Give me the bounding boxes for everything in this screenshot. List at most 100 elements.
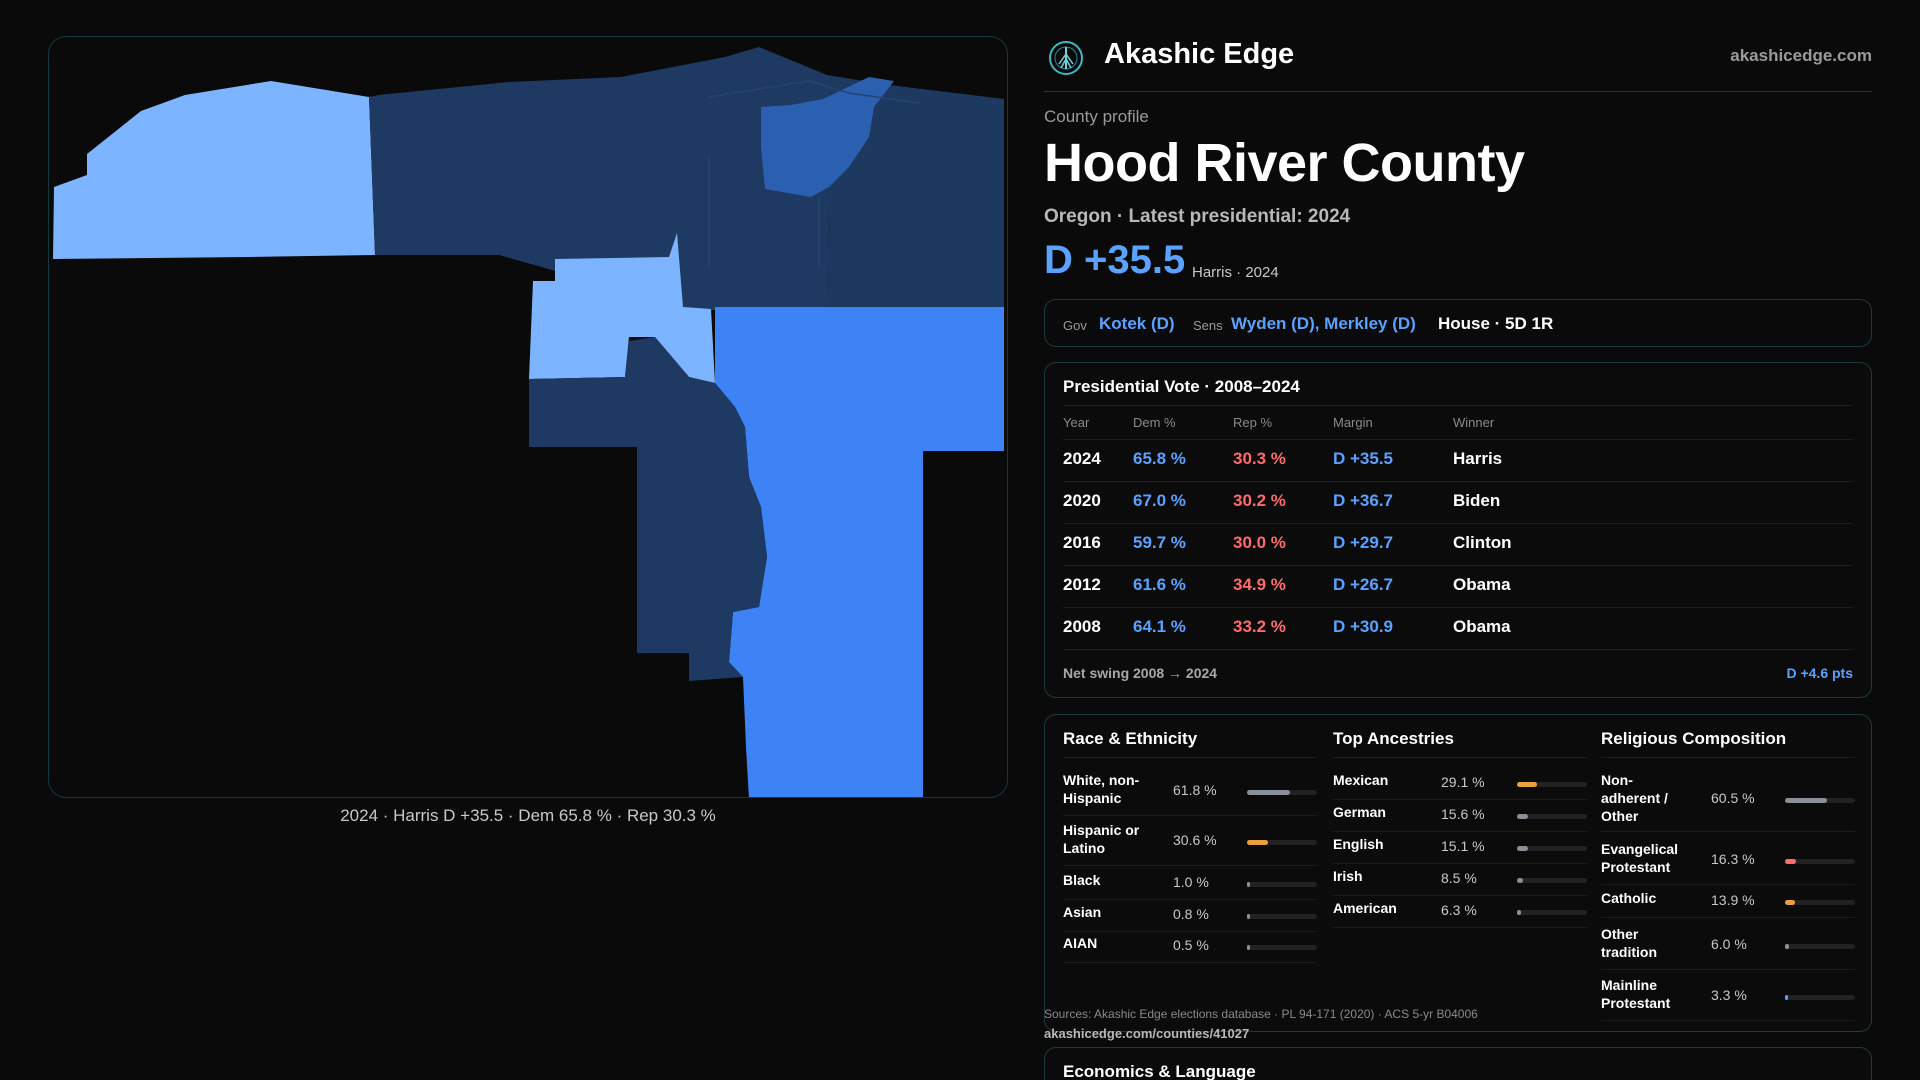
site-header: Akashic Edge akashicedge.com	[1044, 36, 1872, 92]
religion-label: Catholic	[1601, 890, 1657, 906]
margin-cell: D +36.7	[1333, 491, 1394, 510]
county-url[interactable]: akashicedge.com/counties/41027	[1044, 1026, 1250, 1041]
race-label: Black	[1063, 872, 1101, 888]
gov-value[interactable]: Kotek (D)	[1099, 314, 1175, 333]
race-bar-track	[1247, 839, 1317, 845]
map-precinct[interactable]	[761, 77, 894, 197]
list-item: Mainline Protestant 3.3 %	[1601, 976, 1855, 1021]
race-percent: 0.5 %	[1173, 937, 1209, 953]
ancestry-label: Irish	[1333, 868, 1363, 884]
race-bar-fill	[1247, 881, 1250, 887]
presidential-vote-card: Presidential Vote · 2008–2024 Year Dem %…	[1044, 362, 1872, 698]
ancestry-bar-fill	[1517, 781, 1538, 787]
ancestry-bar-track	[1517, 813, 1587, 819]
tree-icon[interactable]	[1048, 40, 1084, 76]
ancestry-title: Top Ancestries	[1333, 729, 1454, 748]
ancestry-percent: 29.1 %	[1441, 774, 1485, 790]
dem-cell: 65.8 %	[1133, 449, 1186, 468]
margin-cell: D +35.5	[1333, 449, 1394, 468]
site-domain-link[interactable]: akashicedge.com	[1730, 46, 1872, 65]
religion-bar-track	[1785, 858, 1855, 864]
dem-cell: 64.1 %	[1133, 617, 1186, 636]
demographics-card: Race & Ethnicity Top Ancestries Religiou…	[1044, 714, 1872, 1032]
race-bar-fill	[1247, 839, 1269, 845]
race-label: Hispanic or Latino	[1063, 822, 1140, 856]
list-item: Black 1.0 %	[1063, 871, 1317, 900]
race-bar-fill	[1247, 789, 1291, 795]
winner-cell: Biden	[1453, 491, 1501, 510]
year-cell: 2008	[1063, 617, 1101, 636]
sources-note: Sources: Akashic Edge elections database…	[1044, 1007, 1478, 1021]
ancestry-percent: 15.1 %	[1441, 838, 1485, 854]
ancestry-label: American	[1333, 900, 1397, 916]
year-cell: 2024	[1063, 449, 1101, 468]
religion-label: Mainline Protestant	[1601, 977, 1671, 1011]
race-bar-track	[1247, 944, 1317, 950]
presidential-title: Presidential Vote · 2008–2024	[1063, 377, 1300, 396]
religion-bar-track	[1785, 943, 1855, 949]
rep-cell: 30.3 %	[1233, 449, 1286, 468]
religion-bar-track	[1785, 899, 1855, 905]
winner-cell: Harris	[1453, 449, 1503, 468]
list-item: Evangelical Protestant 16.3 %	[1601, 840, 1855, 885]
year-cell: 2012	[1063, 575, 1101, 594]
county-map-svg[interactable]	[49, 37, 1008, 798]
religion-label: Non-adherent / Other	[1601, 772, 1668, 824]
rep-cell: 30.2 %	[1233, 491, 1286, 510]
col-header-year: Year	[1063, 415, 1090, 430]
map-precinct[interactable]	[529, 233, 715, 383]
race-bar-track	[1247, 881, 1317, 887]
religion-percent: 60.5 %	[1711, 790, 1755, 806]
religion-bar-fill	[1785, 797, 1828, 803]
religion-percent: 16.3 %	[1711, 851, 1755, 867]
ancestry-bar-track	[1517, 845, 1587, 851]
col-header-dem: Dem %	[1133, 415, 1176, 430]
race-percent: 30.6 %	[1173, 832, 1217, 848]
religion-bar-track	[1785, 994, 1855, 1000]
net-swing-label: Net swing 2008 → 2024	[1063, 665, 1218, 681]
map-precinct[interactable]	[827, 75, 1004, 307]
dem-cell: 59.7 %	[1133, 533, 1186, 552]
ancestry-bar-fill	[1517, 845, 1528, 851]
ancestry-percent: 6.3 %	[1441, 902, 1477, 918]
winner-cell: Obama	[1453, 617, 1511, 636]
sens-label: Sens	[1193, 318, 1223, 333]
dem-cell: 67.0 %	[1133, 491, 1186, 510]
economics-title: Economics & Language	[1063, 1062, 1256, 1080]
list-item: Other tradition 6.0 %	[1601, 925, 1855, 970]
year-cell: 2020	[1063, 491, 1101, 510]
religion-label: Other tradition	[1601, 926, 1657, 960]
economics-card[interactable]: Economics & Language	[1044, 1047, 1872, 1080]
col-header-rep: Rep %	[1233, 415, 1273, 430]
margin-headline: D +35.5	[1044, 238, 1186, 282]
list-item: English 15.1 %	[1333, 835, 1587, 864]
dem-cell: 61.6 %	[1133, 575, 1186, 594]
county-map[interactable]	[48, 36, 1008, 798]
ancestry-bar-fill	[1517, 909, 1522, 915]
list-item: Non-adherent / Other 60.5 %	[1601, 771, 1855, 832]
map-precinct[interactable]	[53, 81, 375, 259]
map-precinct[interactable]	[369, 47, 829, 311]
religion-bar-track	[1785, 797, 1855, 803]
ancestry-bar-track	[1517, 781, 1587, 787]
map-precinct[interactable]	[529, 337, 767, 681]
officials-bar: Gov Kotek (D) Sens Wyden (D), Merkley (D…	[1044, 299, 1872, 347]
list-item: White, non-Hispanic 61.8 %	[1063, 771, 1317, 816]
winner-cell: Obama	[1453, 575, 1511, 594]
race-label: AIAN	[1063, 935, 1098, 951]
rep-cell: 33.2 %	[1233, 617, 1286, 636]
list-item: Asian 0.8 %	[1063, 903, 1317, 932]
religion-percent: 3.3 %	[1711, 987, 1747, 1003]
page-subtitle: Oregon · Latest presidential: 2024	[1044, 206, 1351, 227]
house-value: House · 5D 1R	[1438, 314, 1554, 333]
sens-value[interactable]: Wyden (D), Merkley (D)	[1231, 314, 1416, 333]
brand-name[interactable]: Akashic Edge	[1104, 38, 1295, 70]
ancestry-bar-track	[1517, 909, 1587, 915]
ancestry-label: German	[1333, 804, 1386, 820]
map-precinct[interactable]	[715, 307, 1004, 798]
religion-label: Evangelical Protestant	[1601, 841, 1679, 875]
religion-bar-fill	[1785, 899, 1795, 905]
margin-cell: D +26.7	[1333, 575, 1394, 594]
rep-cell: 34.9 %	[1233, 575, 1286, 594]
list-item: Hispanic or Latino 30.6 %	[1063, 821, 1317, 866]
